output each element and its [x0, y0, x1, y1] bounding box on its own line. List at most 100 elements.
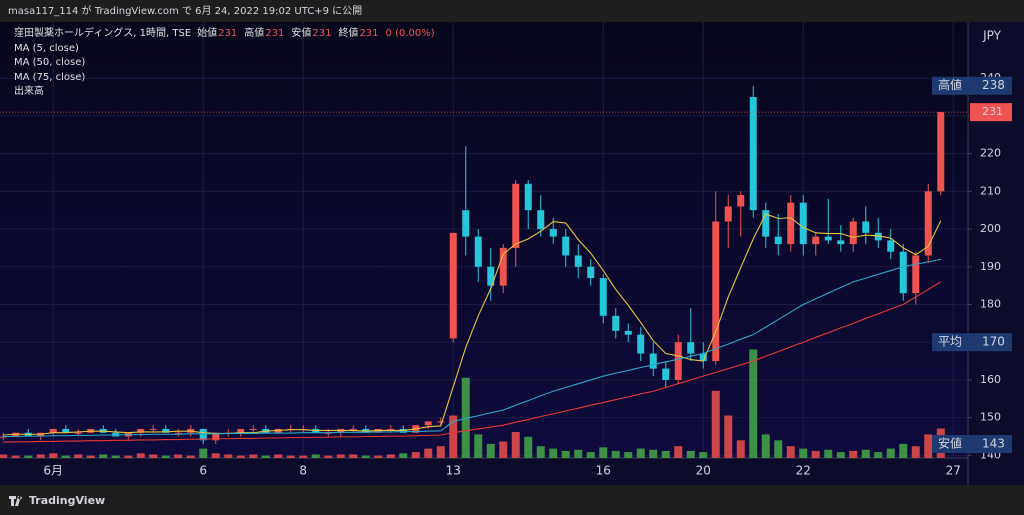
- volume-bar: [824, 449, 833, 458]
- volume-bar: [111, 455, 120, 458]
- volume-bar: [624, 452, 633, 458]
- volume-bar: [161, 455, 170, 458]
- volume-bar: [61, 455, 70, 458]
- price-label-value: 170: [982, 335, 1005, 349]
- volume-bar: [761, 434, 770, 458]
- volume-bar: [261, 455, 270, 458]
- candle-body: [449, 232, 457, 339]
- volume-bar: [811, 450, 820, 458]
- volume-bar: [561, 450, 570, 458]
- volume-bar: [124, 455, 133, 458]
- volume-bar: [449, 415, 458, 458]
- candle-body: [849, 221, 857, 245]
- candle-body: [687, 342, 695, 354]
- price-label-value: 231: [982, 105, 1003, 118]
- legend-ohlc-value: 231: [312, 28, 332, 39]
- legend-ma: MA (75, close): [14, 71, 86, 83]
- volume-bar: [911, 446, 920, 458]
- volume-bar: [11, 455, 20, 458]
- volume-bar: [661, 450, 670, 458]
- x-tick-label: 22: [796, 464, 811, 478]
- volume-bar: [849, 450, 858, 458]
- y-tick-label: 200: [980, 222, 1001, 235]
- x-tick-label: 13: [446, 464, 461, 478]
- legend-ohlc-label: 終値: [338, 28, 359, 39]
- candle-body: [624, 330, 632, 335]
- volume-bar: [24, 455, 33, 458]
- header-bar: [0, 0, 1024, 22]
- legend-ohlc: 安値231: [291, 28, 332, 39]
- x-tick-label: 6: [199, 464, 207, 478]
- candle-body: [774, 236, 782, 245]
- volume-bar: [374, 455, 383, 458]
- candle-body: [787, 202, 795, 245]
- volume-bar: [599, 447, 608, 458]
- volume-bar: [511, 432, 520, 458]
- volume-bar: [686, 450, 695, 458]
- price-label-name: 平均: [938, 335, 962, 349]
- moving-average: [3, 281, 942, 443]
- y-tick-label: 160: [980, 373, 1001, 386]
- volume-bar: [411, 452, 420, 458]
- legend-ohlc-label: 高値: [244, 28, 265, 39]
- volume-bar: [486, 443, 495, 458]
- volume-bar: [286, 455, 295, 458]
- y-tick-label: 210: [980, 184, 1001, 197]
- volume-bar: [536, 446, 545, 458]
- price-label-value: 238: [982, 78, 1005, 92]
- volume-bar: [311, 454, 320, 458]
- candle-body: [62, 428, 70, 433]
- price-label-box: [970, 103, 1012, 122]
- volume-bar: [0, 454, 8, 458]
- candle-body: [862, 221, 870, 233]
- y-tick-label: 220: [980, 147, 1001, 160]
- legend: 窪田製薬ホールディングス, 1時間, TSE 始値231 高値231 安値231 終値2…: [14, 27, 436, 100]
- legend-row: 出来高: [14, 85, 436, 100]
- volume-bar: [349, 454, 358, 458]
- candle-body: [137, 428, 145, 433]
- candle-body: [474, 236, 482, 267]
- candle-body: [824, 236, 832, 241]
- volume-bar: [611, 450, 620, 458]
- volume-bar: [574, 449, 583, 458]
- candle-body: [512, 183, 520, 248]
- volume-bar: [861, 449, 870, 458]
- y-tick-label: 190: [980, 260, 1001, 273]
- footer-text: TradingView: [29, 494, 105, 507]
- currency: JPY: [982, 29, 1002, 43]
- volume-bar: [499, 441, 508, 458]
- volume-bar: [724, 415, 733, 458]
- candle-body: [249, 428, 257, 430]
- price-label-box: [932, 435, 1012, 454]
- volume-bar: [524, 436, 533, 458]
- candle-body: [387, 428, 395, 430]
- candle-body: [674, 342, 682, 380]
- candle-body: [924, 191, 932, 256]
- volume-bar: [886, 448, 895, 458]
- volume-bar: [299, 455, 308, 458]
- legend-ohlc-value: 231: [218, 28, 238, 39]
- candle-body: [499, 247, 507, 286]
- candle-body: [74, 432, 82, 434]
- volume-bar: [136, 453, 145, 458]
- volume-bar: [799, 448, 808, 458]
- candle-body: [537, 210, 545, 230]
- volume-bar: [386, 454, 395, 458]
- candle-body: [874, 232, 882, 241]
- volume-bar: [749, 349, 758, 458]
- candle-body: [487, 266, 495, 286]
- legend-change: 0 (0.00%): [385, 28, 435, 39]
- volume-bar: [224, 454, 233, 458]
- candle-body: [549, 229, 557, 237]
- x-axis-area: [0, 458, 968, 485]
- legend-row: MA (50, close): [14, 56, 436, 71]
- candle-body: [149, 428, 157, 430]
- candle-body: [424, 421, 432, 426]
- volume-bar: [586, 452, 595, 458]
- volume-bar: [74, 454, 83, 458]
- legend-row: 窪田製薬ホールディングス, 1時間, TSE 始値231 高値231 安値231 終値2…: [14, 27, 436, 42]
- moving-average: [3, 258, 941, 438]
- volume-bar: [174, 454, 183, 458]
- x-tick-label: 8: [299, 464, 307, 478]
- y-axis-area: [968, 22, 1024, 485]
